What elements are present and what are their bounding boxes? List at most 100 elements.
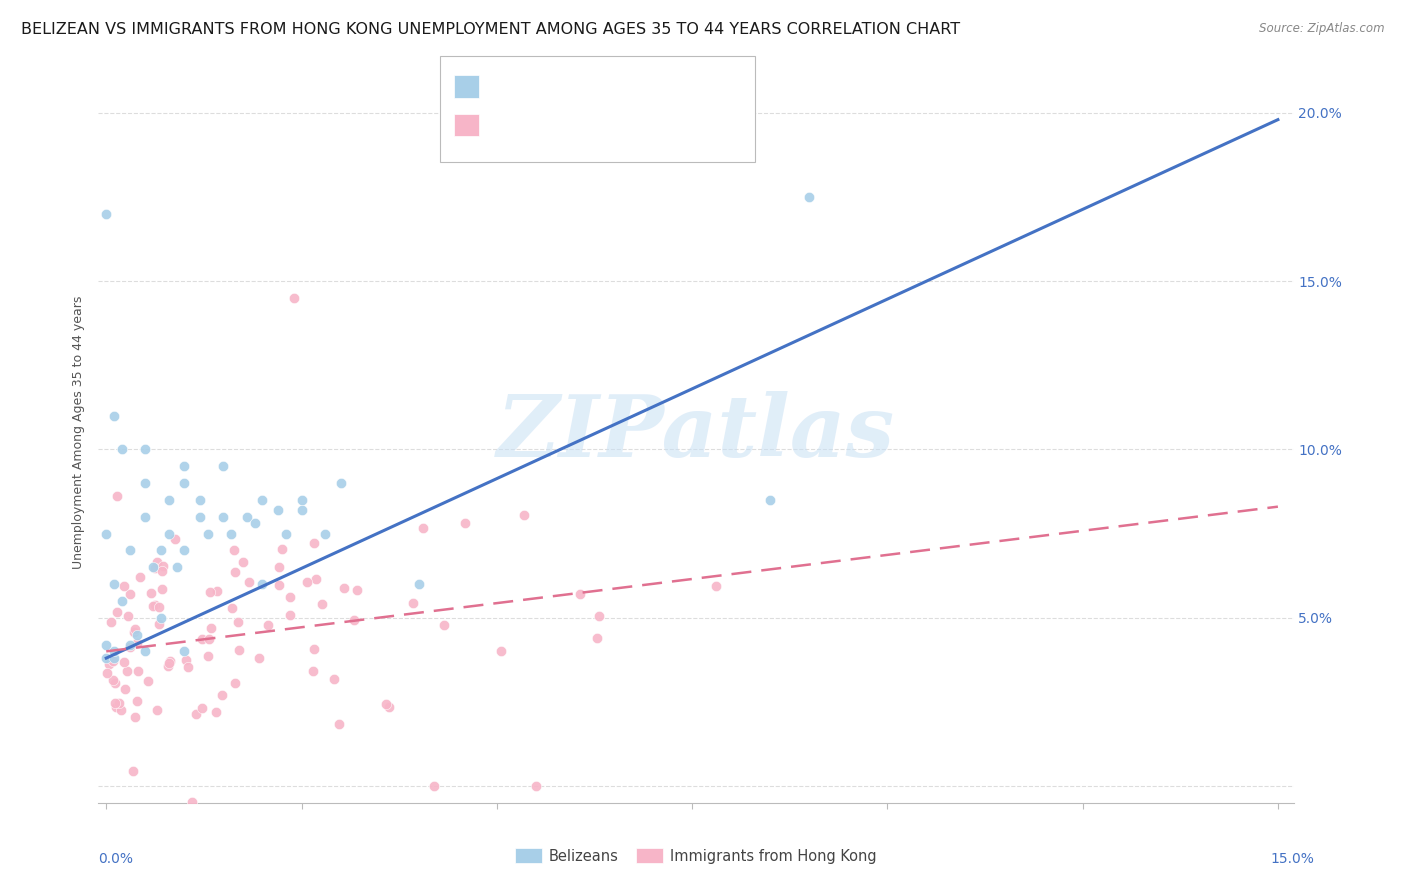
Point [124, 622, 146, 636]
Point [314, 526, 336, 541]
Point [104, 696, 127, 710]
Point [124, 625, 146, 640]
Point [219, 526, 242, 541]
Point [267, 559, 290, 574]
Point [191, 701, 214, 715]
Point [290, 503, 312, 517]
Point [180, 795, 202, 809]
Point [159, 654, 181, 668]
Point [103, 644, 125, 658]
Point [274, 526, 297, 541]
Point [152, 558, 174, 573]
Point [120, 640, 142, 655]
Point [197, 526, 219, 541]
Point [96, 638, 118, 652]
Point [103, 651, 125, 665]
Point [188, 509, 211, 524]
Point [374, 697, 396, 711]
Point [110, 703, 132, 717]
Point [177, 660, 200, 674]
Point [104, 700, 127, 714]
Point [586, 631, 609, 645]
Point [108, 696, 131, 710]
Point [224, 543, 246, 558]
Point [224, 566, 246, 580]
Point [304, 642, 326, 657]
Point [408, 577, 430, 591]
Point [96, 651, 118, 665]
Point [402, 596, 425, 610]
Point [96, 526, 118, 541]
Point [157, 658, 180, 673]
Point [101, 673, 124, 688]
Point [323, 672, 346, 686]
Point [149, 543, 172, 558]
Point [278, 590, 301, 604]
Point [105, 606, 128, 620]
Point [103, 409, 125, 423]
Point [173, 476, 195, 491]
Point [236, 509, 259, 524]
Point [143, 598, 166, 612]
Point [302, 536, 325, 550]
Point [103, 577, 125, 591]
Point [138, 673, 160, 688]
Point [267, 503, 290, 517]
Point [148, 600, 170, 615]
Point [211, 688, 233, 702]
Point [283, 291, 305, 305]
Point [150, 582, 173, 596]
Point [197, 649, 219, 664]
Point [134, 442, 156, 457]
Point [297, 575, 319, 590]
Point [270, 542, 292, 557]
Text: 0.556: 0.556 [530, 79, 578, 94]
Point [184, 706, 207, 721]
Point [105, 489, 128, 503]
Point [134, 644, 156, 658]
Text: 0.168: 0.168 [530, 118, 578, 132]
Point [146, 555, 169, 569]
Point [104, 675, 127, 690]
Point [118, 543, 141, 558]
Point [200, 585, 222, 599]
Point [489, 644, 512, 658]
Point [311, 597, 333, 611]
Point [98, 657, 121, 671]
Point [228, 643, 250, 657]
Point [205, 705, 228, 719]
Point [333, 582, 356, 596]
Point [125, 636, 148, 650]
Point [124, 710, 146, 724]
Point [166, 560, 188, 574]
Point [569, 587, 592, 601]
Point [142, 599, 165, 614]
Point [142, 560, 165, 574]
Point [513, 508, 536, 522]
Point [198, 632, 221, 646]
Point [96, 207, 118, 221]
Point [96, 665, 118, 680]
Point [269, 578, 291, 592]
Text: BELIZEAN VS IMMIGRANTS FROM HONG KONG UNEMPLOYMENT AMONG AGES 35 TO 44 YEARS COR: BELIZEAN VS IMMIGRANTS FROM HONG KONG UN… [21, 22, 960, 37]
Point [191, 632, 214, 647]
Point [127, 627, 149, 641]
Text: N =: N = [596, 118, 630, 132]
Point [212, 459, 235, 474]
Point [157, 526, 180, 541]
Point [278, 607, 301, 622]
Point [117, 664, 139, 678]
Point [290, 492, 312, 507]
Point [412, 521, 434, 535]
Point [221, 601, 243, 615]
Text: R =: R = [491, 118, 524, 132]
Point [121, 764, 143, 778]
Point [302, 665, 325, 679]
Legend: Belizeans, Immigrants from Hong Kong: Belizeans, Immigrants from Hong Kong [509, 842, 883, 870]
Point [157, 492, 180, 507]
Point [118, 638, 141, 652]
Point [226, 615, 249, 629]
Point [174, 653, 197, 667]
Point [157, 657, 180, 671]
Text: 15.0%: 15.0% [1271, 852, 1315, 866]
